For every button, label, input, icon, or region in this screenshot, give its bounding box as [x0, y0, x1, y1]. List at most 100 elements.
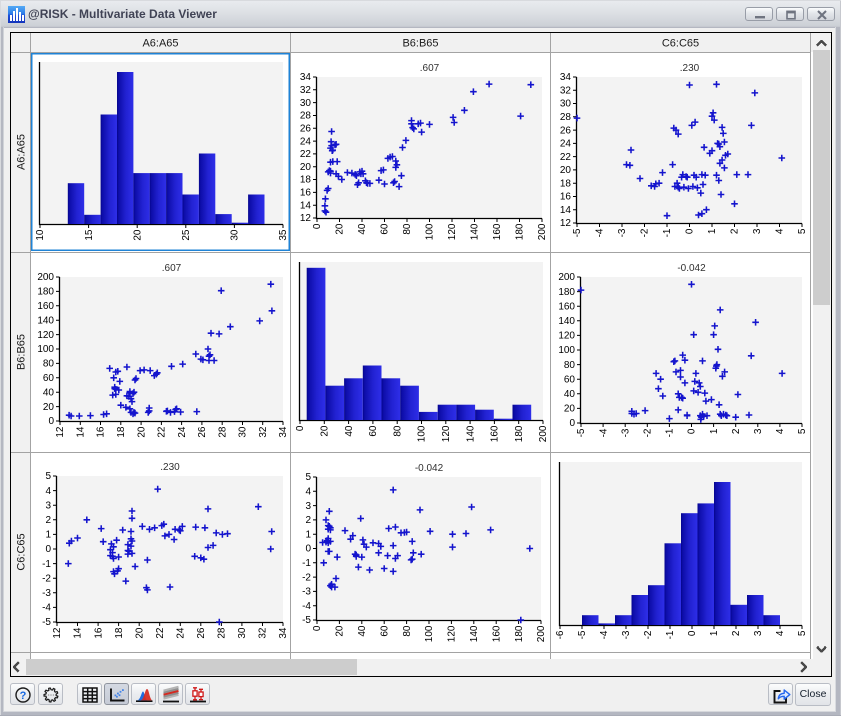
svg-text:140: 140 — [37, 315, 54, 326]
svg-text:4: 4 — [775, 630, 786, 636]
svg-text:32: 32 — [258, 627, 269, 639]
svg-text:3: 3 — [752, 228, 763, 234]
svg-text:B6:B65: B6:B65 — [16, 334, 28, 370]
svg-text:26: 26 — [560, 125, 572, 136]
svg-text:3: 3 — [753, 428, 764, 434]
svg-text:1: 1 — [45, 530, 51, 541]
svg-text:20: 20 — [300, 162, 312, 173]
svg-text:2: 2 — [731, 630, 742, 636]
svg-text:-3: -3 — [302, 587, 311, 598]
svg-text:140: 140 — [469, 625, 480, 642]
svg-text:16: 16 — [96, 426, 107, 438]
svg-text:100: 100 — [417, 425, 428, 442]
svg-text:1: 1 — [707, 228, 718, 234]
svg-text:5: 5 — [797, 228, 808, 234]
svg-text:34: 34 — [278, 627, 289, 639]
svg-text:40: 40 — [344, 425, 355, 437]
svg-text:20: 20 — [335, 625, 346, 637]
svg-text:-5: -5 — [302, 615, 311, 626]
svg-text:60: 60 — [368, 425, 379, 437]
svg-text:4: 4 — [775, 428, 786, 434]
svg-text:20: 20 — [136, 426, 147, 438]
svg-text:2: 2 — [731, 428, 742, 434]
svg-text:-2: -2 — [640, 228, 651, 237]
svg-text:-4: -4 — [302, 601, 311, 612]
svg-text:28: 28 — [217, 426, 228, 438]
svg-text:-1: -1 — [302, 558, 311, 569]
svg-text:80: 80 — [402, 223, 413, 235]
svg-text:14: 14 — [560, 205, 572, 216]
svg-text:120: 120 — [441, 425, 452, 442]
svg-text:16: 16 — [300, 188, 312, 199]
svg-text:100: 100 — [425, 223, 436, 240]
svg-text:200: 200 — [37, 272, 54, 283]
svg-text:120: 120 — [447, 625, 458, 642]
svg-text:20: 20 — [560, 165, 572, 176]
svg-text:-1: -1 — [665, 630, 676, 639]
svg-text:160: 160 — [558, 301, 575, 312]
svg-text:-3: -3 — [617, 228, 628, 237]
svg-text:160: 160 — [490, 425, 501, 442]
svg-text:5: 5 — [45, 471, 51, 482]
svg-text:15: 15 — [84, 229, 95, 241]
svg-text:.230: .230 — [160, 462, 180, 473]
svg-text:1: 1 — [709, 630, 720, 636]
svg-text:2: 2 — [730, 228, 741, 234]
svg-text:32: 32 — [258, 426, 269, 438]
svg-text:24: 24 — [300, 136, 312, 147]
svg-text:16: 16 — [93, 627, 104, 639]
svg-text:100: 100 — [558, 345, 575, 356]
svg-text:30: 30 — [238, 426, 249, 438]
svg-text:40: 40 — [43, 387, 55, 398]
svg-text:-1: -1 — [662, 228, 673, 237]
svg-text:32: 32 — [300, 85, 312, 96]
svg-text:200: 200 — [536, 625, 547, 642]
svg-text:30: 30 — [237, 627, 248, 639]
svg-text:?: ? — [20, 690, 27, 702]
svg-text:200: 200 — [537, 223, 548, 240]
svg-text:200: 200 — [558, 272, 575, 283]
svg-text:5: 5 — [797, 630, 808, 636]
svg-text:3: 3 — [305, 501, 311, 512]
svg-text:0: 0 — [45, 544, 51, 555]
svg-text:-2: -2 — [42, 573, 51, 584]
svg-text:20: 20 — [134, 627, 145, 639]
svg-text:A6:A65: A6:A65 — [16, 134, 28, 170]
svg-text:0: 0 — [305, 544, 311, 555]
svg-text:-3: -3 — [42, 588, 51, 599]
svg-text:-5: -5 — [577, 630, 588, 639]
svg-text:3: 3 — [753, 630, 764, 636]
svg-text:-0.042: -0.042 — [415, 463, 444, 474]
svg-text:80: 80 — [392, 425, 403, 437]
svg-text:1: 1 — [305, 529, 311, 540]
svg-text:5: 5 — [797, 428, 808, 434]
svg-text:40: 40 — [357, 223, 368, 235]
svg-text:-1: -1 — [42, 559, 51, 570]
svg-text:40: 40 — [357, 625, 368, 637]
svg-text:C6:C65: C6:C65 — [662, 38, 699, 50]
svg-text:40: 40 — [564, 389, 576, 400]
svg-text:20: 20 — [320, 425, 331, 437]
svg-text:200: 200 — [538, 425, 549, 442]
svg-text:-5: -5 — [576, 428, 587, 437]
svg-text:12: 12 — [560, 218, 572, 229]
svg-text:.607: .607 — [162, 263, 182, 274]
svg-text:30: 30 — [560, 99, 572, 110]
svg-text:-5: -5 — [42, 617, 51, 628]
svg-text:-2: -2 — [302, 572, 311, 583]
svg-text:0: 0 — [312, 625, 323, 631]
svg-text:140: 140 — [470, 223, 481, 240]
svg-text:-2: -2 — [643, 630, 654, 639]
svg-text:100: 100 — [424, 625, 435, 642]
svg-text:1: 1 — [709, 428, 720, 434]
svg-text:18: 18 — [114, 627, 125, 639]
svg-text:34: 34 — [300, 72, 312, 83]
svg-text:20: 20 — [132, 229, 143, 241]
svg-text:28: 28 — [217, 627, 228, 639]
svg-text:20: 20 — [43, 402, 55, 413]
svg-text:18: 18 — [300, 175, 312, 186]
svg-text:20: 20 — [335, 223, 346, 235]
svg-text:28: 28 — [300, 111, 312, 122]
svg-text:0: 0 — [312, 223, 323, 229]
svg-text:60: 60 — [379, 625, 390, 637]
